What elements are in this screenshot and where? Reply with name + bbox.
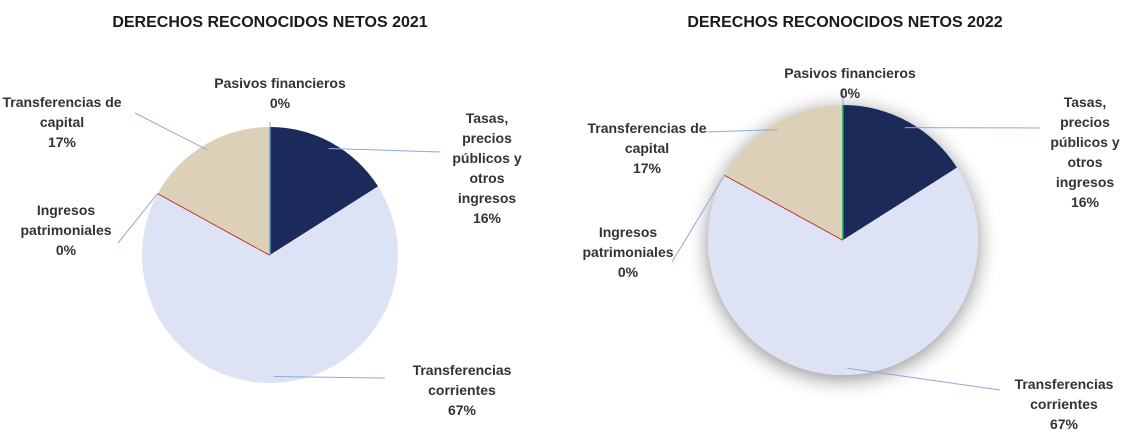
- data-label: Transferencias de capital 17%: [587, 118, 707, 178]
- pie: [142, 127, 398, 383]
- data-label: Ingresos patrimoniales 0%: [568, 222, 688, 282]
- data-label: Ingresos patrimoniales 0%: [6, 200, 126, 260]
- category-label: Ingresos patrimoniales: [20, 202, 112, 238]
- value-label: 16%: [1070, 194, 1100, 210]
- leader-line: [134, 112, 209, 151]
- chart-title: DERECHOS RECONOCIDOS NETOS 2022: [687, 14, 1003, 31]
- category-label: Tasas, precios públicos y otros ingresos: [1050, 94, 1120, 190]
- pie-slice: [708, 167, 978, 375]
- category-label: Ingresos patrimoniales: [582, 224, 674, 260]
- value-label: 67%: [447, 402, 477, 418]
- pie-slice: [270, 127, 379, 255]
- value-label: 16%: [472, 210, 502, 226]
- pie-slice: [724, 105, 843, 240]
- pie-slice: [142, 186, 398, 383]
- data-label: Transferencias de capital 17%: [2, 92, 122, 152]
- pie-slice: [157, 127, 270, 255]
- leader-line: [273, 376, 386, 379]
- value-label: 0%: [55, 242, 77, 258]
- leader-line: [328, 147, 441, 153]
- leader-line: [846, 367, 1001, 391]
- category-label: Pasivos financieros: [784, 65, 916, 81]
- data-label: Tasas, precios públicos y otros ingresos…: [442, 108, 532, 228]
- category-label: Transferencias corrientes: [1014, 376, 1114, 412]
- value-label: 0%: [617, 264, 639, 280]
- pie: [708, 105, 978, 375]
- chart-title: DERECHOS RECONOCIDOS NETOS 2021: [112, 14, 428, 31]
- data-label: Transferencias corrientes 67%: [994, 374, 1129, 434]
- data-label: Tasas, precios públicos y otros ingresos…: [1040, 92, 1129, 212]
- category-label: Transferencias de capital: [2, 94, 122, 130]
- category-label: Transferencias corrientes: [412, 362, 512, 398]
- data-label: Pasivos financieros 0%: [180, 73, 380, 113]
- value-label: 0%: [839, 85, 861, 101]
- value-label: 17%: [47, 134, 77, 150]
- category-label: Transferencias de capital: [587, 120, 707, 156]
- category-label: Tasas, precios públicos y otros ingresos: [452, 110, 522, 206]
- leader-line: [671, 174, 726, 263]
- value-label: 17%: [632, 160, 662, 176]
- data-label: Transferencias corrientes 67%: [392, 360, 532, 420]
- value-label: 67%: [1049, 416, 1079, 432]
- category-label: Pasivos financieros: [214, 75, 346, 91]
- value-label: 0%: [269, 95, 291, 111]
- pie-slice: [843, 105, 957, 240]
- leader-line: [704, 129, 778, 133]
- data-label: Pasivos financieros 0%: [750, 63, 950, 103]
- leader-line: [117, 193, 159, 244]
